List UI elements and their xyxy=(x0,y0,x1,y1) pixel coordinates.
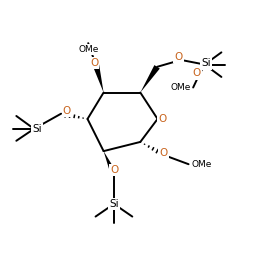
Text: O: O xyxy=(174,52,183,62)
Text: Si: Si xyxy=(32,124,42,134)
Polygon shape xyxy=(103,151,117,176)
Text: OMe: OMe xyxy=(170,83,190,92)
Text: O: O xyxy=(160,148,168,158)
Text: OMe: OMe xyxy=(191,160,212,169)
Polygon shape xyxy=(140,65,160,92)
Text: Si: Si xyxy=(109,199,119,209)
Text: OMe: OMe xyxy=(78,45,98,54)
Text: O: O xyxy=(110,165,119,175)
Polygon shape xyxy=(93,65,103,92)
Text: O: O xyxy=(159,114,167,124)
Text: O: O xyxy=(63,106,71,116)
Text: O: O xyxy=(90,58,98,68)
Text: O: O xyxy=(192,69,201,78)
Text: Si: Si xyxy=(201,58,211,68)
